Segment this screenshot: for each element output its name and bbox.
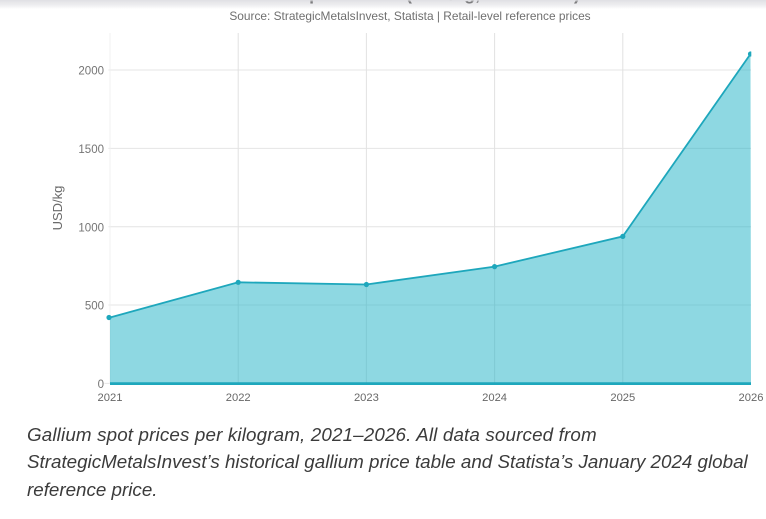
- svg-text:0: 0: [98, 379, 104, 391]
- svg-text:2021: 2021: [98, 392, 123, 404]
- svg-text:500: 500: [85, 301, 104, 313]
- svg-text:2023: 2023: [354, 392, 379, 404]
- svg-text:2000: 2000: [78, 66, 104, 78]
- svg-text:2026: 2026: [739, 392, 764, 404]
- svg-text:2022: 2022: [226, 392, 251, 404]
- svg-text:USD/kg: USD/kg: [50, 186, 65, 231]
- svg-text:1500: 1500: [78, 144, 104, 156]
- svg-text:2025: 2025: [610, 392, 635, 404]
- svg-text:2024: 2024: [482, 392, 507, 404]
- svg-text:1000: 1000: [78, 222, 104, 234]
